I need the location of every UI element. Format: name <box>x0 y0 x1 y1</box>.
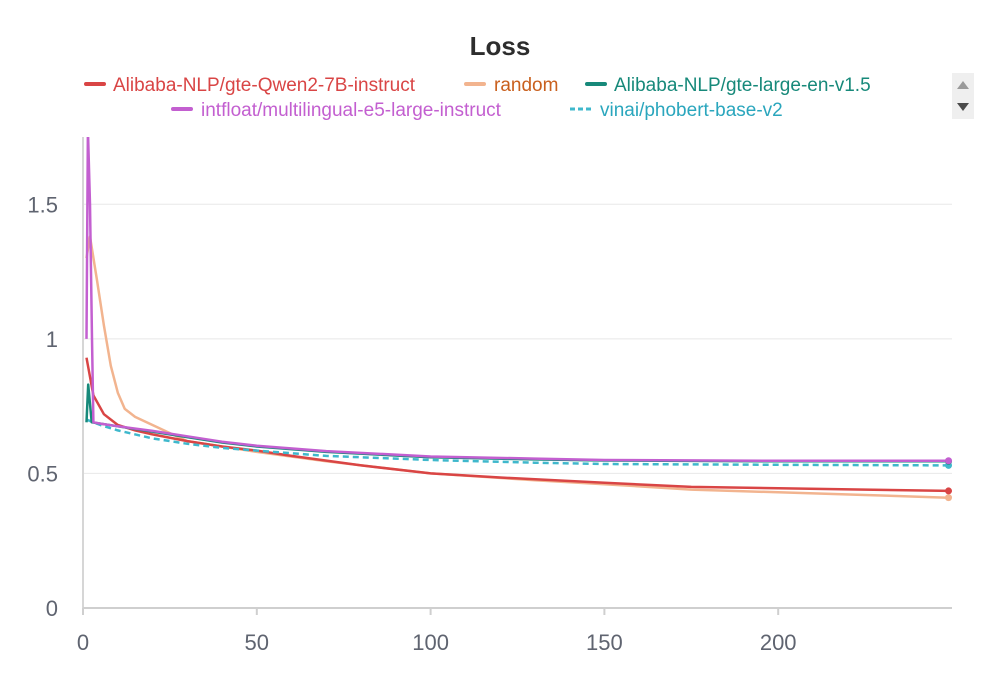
legend-item-phobert[interactable]: vinai/phobert-base-v2 <box>570 100 783 121</box>
y-tick-label: 0.5 <box>27 461 58 486</box>
legend-label-gte-large: Alibaba-NLP/gte-large-en-v1.5 <box>614 75 871 96</box>
series-end-marker-1 <box>945 494 953 502</box>
x-axis-ticks: 0 50 100 150 200 <box>77 608 797 655</box>
legend-label-random: random <box>494 75 558 96</box>
legend: Alibaba-NLP/gte-Qwen2-7B-instruct random… <box>84 75 871 121</box>
y-tick-label: 1.5 <box>27 192 58 217</box>
legend-label-qwen2: Alibaba-NLP/gte-Qwen2-7B-instruct <box>113 75 416 96</box>
legend-item-gte-large[interactable]: Alibaba-NLP/gte-large-en-v1.5 <box>585 75 871 96</box>
series-end-marker-3 <box>945 457 953 465</box>
series-line-2 <box>85 383 949 463</box>
x-tick-label: 0 <box>77 630 89 655</box>
y-tick-label: 0 <box>46 596 58 621</box>
legend-scroller[interactable] <box>952 73 974 119</box>
series-end-marker-0 <box>945 487 953 495</box>
x-tick-label: 200 <box>760 630 797 655</box>
chart-title: Loss <box>470 31 531 61</box>
scroll-down-icon[interactable] <box>957 103 969 111</box>
x-tick-label: 50 <box>245 630 269 655</box>
legend-label-e5: intfloat/multilingual-e5-large-instruct <box>201 100 502 121</box>
legend-item-qwen2[interactable]: Alibaba-NLP/gte-Qwen2-7B-instruct <box>84 75 416 96</box>
series-layer <box>85 137 953 502</box>
legend-label-phobert: vinai/phobert-base-v2 <box>600 100 783 121</box>
series-line-4 <box>86 418 949 467</box>
series-line-3 <box>85 137 949 463</box>
scroll-up-icon[interactable] <box>957 81 969 89</box>
legend-item-random[interactable]: random <box>464 75 558 96</box>
x-tick-label: 150 <box>586 630 623 655</box>
gridlines <box>83 203 952 474</box>
series-line-0 <box>85 357 949 493</box>
y-axis-ticks: 0 0.5 1 1.5 <box>27 192 58 621</box>
y-tick-label: 1 <box>46 327 58 352</box>
legend-item-e5[interactable]: intfloat/multilingual-e5-large-instruct <box>171 100 502 121</box>
x-tick-label: 100 <box>412 630 449 655</box>
